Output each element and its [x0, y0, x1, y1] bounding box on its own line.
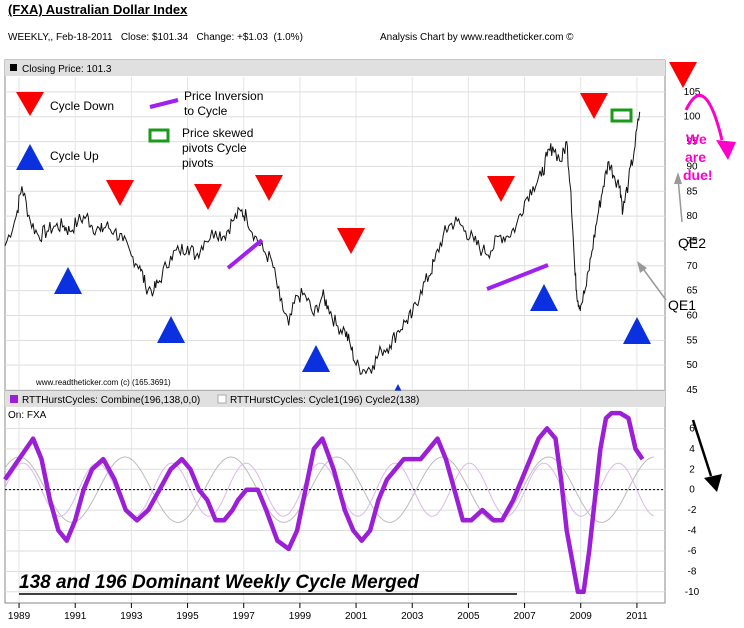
cycle-up-marker — [54, 267, 82, 294]
cycle-y-tick-label: -6 — [688, 546, 697, 557]
cycle-y-tick-label: -2 — [688, 505, 697, 516]
inversion-legend-icon — [149, 98, 179, 109]
qe1-pointer-head — [637, 261, 647, 273]
inversion-legend-label-2: to Cycle — [184, 104, 228, 118]
price-y-tick-label: 100 — [684, 112, 701, 123]
cycle-legend-swatch — [217, 394, 227, 404]
down-arrow — [691, 419, 713, 477]
price-panel-frame — [4, 59, 666, 392]
cycle-up-legend-label: Cycle Up — [50, 149, 99, 163]
qe2-pointer — [677, 177, 683, 223]
chart-title: (FXA) Australian Dollar Index — [8, 2, 188, 17]
cycle-up-marker — [157, 316, 185, 343]
inversion-legend-label-1: Price Inversion — [184, 89, 263, 103]
price-y-tick-label: 65 — [686, 286, 698, 297]
cycle-up-marker — [623, 317, 651, 344]
cycle-up-legend-icon — [16, 144, 44, 170]
cycle-caption: 138 and 196 Dominant Weekly Cycle Merged — [19, 572, 419, 593]
x-tick-label: 2001 — [345, 611, 368, 622]
x-tick-label: 2007 — [513, 611, 536, 622]
cycle-down-marker — [487, 176, 515, 202]
due-annotation-1: We — [686, 131, 707, 147]
cycle-y-tick-label: -4 — [688, 526, 697, 537]
analysis-credit: Analysis Chart by www.readtheticker.com … — [380, 32, 574, 43]
price-y-tick-label: 75 — [686, 236, 698, 247]
cycle-down-marker — [669, 62, 697, 88]
price-y-tick-label: 90 — [686, 161, 698, 172]
inversion-line — [486, 263, 549, 291]
cycle-y-tick-label: 6 — [689, 423, 695, 434]
cycle-down-legend-icon — [16, 92, 44, 116]
cycle-y-tick-label: 4 — [689, 444, 695, 455]
x-tick-label: 2011 — [626, 611, 648, 622]
projection-arrow — [684, 94, 724, 141]
inversion-line — [226, 238, 264, 270]
cycle-panel-header — [5, 391, 665, 407]
x-tick-label: 1991 — [64, 611, 87, 622]
qe2-label: QE2 — [678, 235, 706, 251]
qe1-label: QE1 — [668, 297, 696, 313]
cycle-down-marker — [337, 228, 365, 254]
combine-legend-swatch — [10, 395, 18, 403]
cycle-y-tick-label: -10 — [685, 587, 700, 598]
on-symbol-label: On: FXA — [8, 410, 47, 421]
price-y-tick-label: 70 — [686, 261, 698, 272]
cycle-y-tick-label: 0 — [689, 485, 695, 496]
x-tick-label: 2009 — [570, 611, 593, 622]
cycle-y-tick-label: 2 — [689, 464, 695, 475]
skew-legend-label-2: pivots Cycle — [182, 141, 247, 155]
cycle-down-marker — [194, 184, 222, 210]
x-tick-label: 1997 — [233, 611, 256, 622]
combine-cycle-line — [3, 410, 645, 595]
cycle-down-legend-label: Cycle Down — [50, 99, 114, 113]
projection-arrowhead — [716, 140, 736, 160]
skew-marker — [610, 108, 633, 123]
x-tick-label: 2005 — [457, 611, 480, 622]
watermark: www.readtheticker.com (c) (165.3691) — [35, 378, 171, 387]
x-tick-label: 2003 — [401, 611, 424, 622]
cycle2-138-line — [4, 462, 655, 517]
x-tick-label: 1995 — [176, 611, 199, 622]
down-arrowhead — [704, 474, 722, 492]
x-tick-label: 1993 — [120, 611, 143, 622]
price-panel-header — [5, 60, 665, 76]
price-y-tick-label: 80 — [686, 211, 698, 222]
price-y-tick-label: 85 — [686, 186, 698, 197]
qe1-pointer — [640, 265, 667, 301]
cycle-y-tick-label: -8 — [688, 566, 697, 577]
due-annotation-3: due! — [683, 167, 713, 183]
qe2-pointer-head — [674, 172, 682, 184]
cycle-panel-frame — [4, 390, 666, 604]
price-y-tick-label: 95 — [686, 137, 698, 148]
cycle-legend-label: RTTHurstCycles: Cycle1(196) Cycle2(138) — [230, 395, 419, 406]
combine-legend-label: RTTHurstCycles: Combine(196,138,0,0) — [22, 395, 200, 406]
price-panel-label: Closing Price: 101.3 — [22, 64, 112, 75]
skew-legend-label-1: Price skewed — [182, 126, 253, 140]
price-y-tick-label: 50 — [686, 360, 698, 371]
price-y-tick-label: 60 — [686, 310, 698, 321]
cycle-down-marker — [106, 180, 134, 206]
cycle-up-marker — [302, 345, 330, 372]
price-y-tick-label: 55 — [686, 335, 698, 346]
price-y-tick-label: 105 — [684, 87, 701, 98]
x-tick-label: 1999 — [289, 611, 312, 622]
price-panel-marker — [10, 64, 17, 71]
price-series-line — [4, 111, 641, 375]
due-annotation-2: are — [685, 149, 706, 165]
cycle-up-marker — [530, 284, 558, 311]
price-y-tick-label: 45 — [686, 385, 698, 396]
skew-legend-label-3: pivots — [182, 156, 213, 170]
cycle-down-marker — [255, 175, 283, 201]
x-tick-label: 1989 — [8, 611, 31, 622]
quote-info: WEEKLY,, Feb-18-2011 Close: $101.34 Chan… — [8, 32, 303, 43]
skew-legend-icon — [148, 128, 170, 143]
cycle-down-marker — [580, 93, 608, 119]
